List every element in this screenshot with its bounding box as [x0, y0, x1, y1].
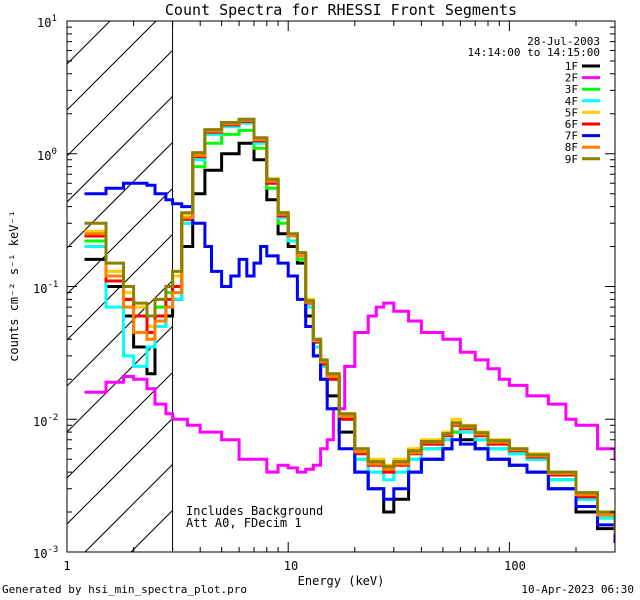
series-group	[84, 117, 615, 543]
legend-label-5F: 5F	[565, 106, 578, 119]
tick-marks	[66, 20, 616, 553]
legend-label-9F: 9F	[565, 153, 578, 166]
legend-label-8F: 8F	[565, 141, 578, 154]
y-axis-label: counts cm⁻² s⁻¹ keV⁻¹	[7, 210, 21, 362]
footer-generated-by: Generated by hsi_min_spectra_plot.pro	[2, 583, 248, 596]
series-line-9F	[84, 117, 615, 531]
x-tick-labels: 1 10 100	[63, 559, 525, 573]
y-tick-labels: 101 100 10-1 10-2 10-3	[33, 14, 58, 561]
legend-label-3F: 3F	[565, 83, 578, 96]
series-line-7F	[84, 181, 615, 543]
series-line-4F	[84, 121, 615, 539]
x-tick-label: 100	[504, 559, 526, 573]
hatch-lines	[66, 20, 173, 553]
legend-label-7F: 7F	[565, 130, 578, 143]
y-tick-label: 100	[37, 147, 57, 163]
axis-ticks	[66, 20, 616, 553]
legend-label-1F: 1F	[565, 60, 578, 73]
legend-label-4F: 4F	[565, 95, 578, 108]
chart-title: Count Spectra for RHESSI Front Segments	[165, 1, 517, 19]
x-axis-label: Energy (keV)	[298, 574, 385, 588]
y-tick-label: 10-1	[33, 280, 58, 296]
date-label: 28-Jul-2003	[527, 35, 600, 48]
y-tick-label: 101	[37, 14, 57, 30]
x-tick-label: 1	[63, 559, 70, 573]
y-tick-label: 10-2	[33, 413, 58, 429]
y-tick-label: 10-3	[33, 545, 58, 561]
x-tick-label: 10	[284, 559, 298, 573]
legend-label-6F: 6F	[565, 118, 578, 131]
footer-date: 10-Apr-2023 06:30	[521, 583, 634, 596]
legend-label-2F: 2F	[565, 72, 578, 85]
annotation-attenuator: Att A0, FDecim 1	[186, 516, 302, 530]
annotation-background: Includes Background	[186, 504, 323, 518]
time-range-label: 14:14:00 to 14:15:00	[468, 46, 600, 59]
